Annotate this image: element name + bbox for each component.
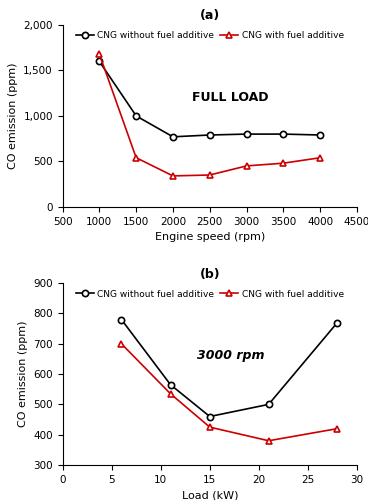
CNG without fuel additive xyxy=(168,382,173,388)
Title: (a): (a) xyxy=(199,10,220,22)
CNG with fuel additive xyxy=(134,154,138,160)
CNG with fuel additive xyxy=(208,424,212,430)
CNG without fuel additive xyxy=(134,113,138,119)
Y-axis label: CO emission (ppm): CO emission (ppm) xyxy=(8,62,18,169)
CNG with fuel additive xyxy=(97,51,102,57)
CNG without fuel additive xyxy=(208,414,212,420)
CNG without fuel additive xyxy=(281,131,286,137)
CNG without fuel additive xyxy=(171,134,175,140)
CNG with fuel additive xyxy=(119,341,124,347)
CNG with fuel additive xyxy=(318,154,322,160)
X-axis label: Engine speed (rpm): Engine speed (rpm) xyxy=(155,232,265,242)
CNG with fuel additive xyxy=(168,391,173,397)
CNG with fuel additive xyxy=(281,160,286,166)
Line: CNG without fuel additive: CNG without fuel additive xyxy=(96,58,323,140)
CNG without fuel additive xyxy=(97,58,102,64)
CNG without fuel additive xyxy=(208,132,212,138)
CNG without fuel additive xyxy=(244,131,249,137)
CNG without fuel additive xyxy=(266,402,271,407)
Legend: CNG without fuel additive, CNG with fuel additive: CNG without fuel additive, CNG with fuel… xyxy=(74,30,346,42)
Line: CNG with fuel additive: CNG with fuel additive xyxy=(118,340,340,444)
CNG with fuel additive xyxy=(266,438,271,444)
CNG without fuel additive xyxy=(318,132,322,138)
CNG with fuel additive xyxy=(244,163,249,169)
Text: FULL LOAD: FULL LOAD xyxy=(192,91,269,104)
Line: CNG with fuel additive: CNG with fuel additive xyxy=(96,51,323,179)
Line: CNG without fuel additive: CNG without fuel additive xyxy=(118,316,340,420)
CNG without fuel additive xyxy=(335,320,340,326)
CNG with fuel additive xyxy=(208,172,212,178)
CNG with fuel additive xyxy=(335,426,340,432)
CNG without fuel additive xyxy=(119,316,124,322)
X-axis label: Load (kW): Load (kW) xyxy=(181,490,238,500)
Text: 3000 rpm: 3000 rpm xyxy=(197,350,264,362)
Legend: CNG without fuel additive, CNG with fuel additive: CNG without fuel additive, CNG with fuel… xyxy=(74,288,346,300)
Title: (b): (b) xyxy=(199,268,220,280)
Y-axis label: CO emission (ppm): CO emission (ppm) xyxy=(18,321,28,428)
CNG with fuel additive xyxy=(171,173,175,179)
